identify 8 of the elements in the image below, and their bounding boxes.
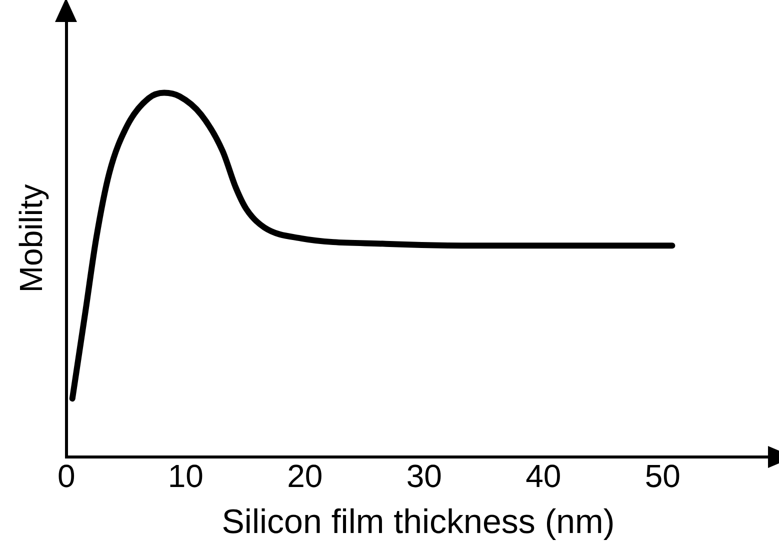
x-tick-label: 50 — [644, 458, 680, 494]
x-tick-label: 30 — [406, 458, 442, 494]
x-tick-label: 20 — [287, 458, 323, 494]
x-tick-label: 0 — [58, 458, 76, 494]
x-axis-title: Silicon film thickness (nm) — [222, 502, 615, 541]
x-tick-label: 40 — [526, 458, 562, 494]
y-axis-title: Mobility — [13, 184, 50, 293]
x-tick-label: 10 — [168, 458, 204, 494]
